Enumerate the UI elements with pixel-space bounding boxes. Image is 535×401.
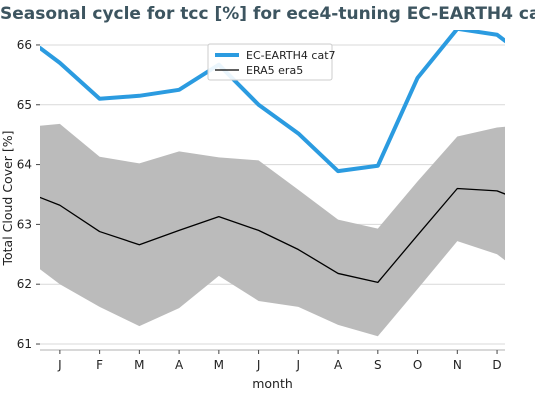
series-line-1 bbox=[40, 187, 505, 284]
x-tick-label-9: O bbox=[413, 358, 422, 372]
spread-band-layer bbox=[40, 123, 505, 337]
x-tick-label-10: N bbox=[453, 358, 462, 372]
chart-title: Seasonal cycle for tcc [%] for ece4-tuni… bbox=[0, 4, 535, 24]
axes-layer: 61 62 63 64 65 66 J F M A M J J A S O N D bbox=[17, 38, 505, 372]
y-tick-label-5: 66 bbox=[17, 38, 32, 52]
spread-band bbox=[40, 123, 505, 337]
y-tick-label-0: 61 bbox=[17, 337, 32, 351]
x-tick-label-6: J bbox=[296, 358, 301, 372]
legend: EC-EARTH4 cat7 ERA5 era5 bbox=[207, 43, 336, 81]
series-line-0 bbox=[40, 30, 505, 174]
y-axis-label: Total Cloud Cover [%] bbox=[0, 130, 15, 266]
x-tick-label-8: S bbox=[374, 358, 382, 372]
y-tick-label-2: 63 bbox=[17, 217, 32, 231]
legend-label-era5: ERA5 era5 bbox=[246, 64, 303, 77]
x-axis-label: month bbox=[252, 376, 293, 391]
y-tick-label-1: 62 bbox=[17, 277, 32, 291]
x-tick-label-2: M bbox=[134, 358, 144, 372]
x-tick-label-5: J bbox=[256, 358, 261, 372]
series-layer bbox=[40, 30, 505, 284]
legend-label-ec-earth4: EC-EARTH4 cat7 bbox=[246, 49, 336, 62]
y-tick-label-3: 64 bbox=[17, 158, 32, 172]
x-tick-label-4: M bbox=[214, 358, 224, 372]
x-tick-label-0: J bbox=[57, 358, 62, 372]
x-tick-label-1: F bbox=[96, 358, 103, 372]
x-tick-label-3: A bbox=[175, 358, 184, 372]
y-tick-label-4: 65 bbox=[17, 98, 32, 112]
x-tick-label-7: A bbox=[334, 358, 343, 372]
x-tick-label-11: D bbox=[492, 358, 501, 372]
